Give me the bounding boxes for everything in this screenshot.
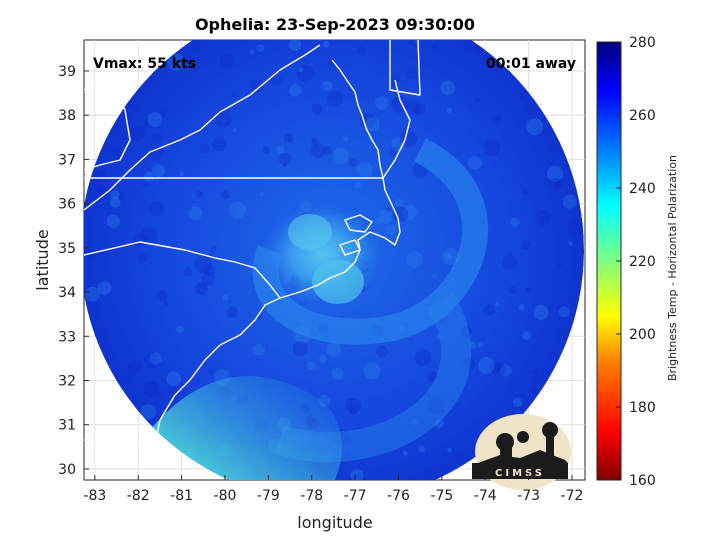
y-axis-label: latitude — [33, 229, 52, 290]
y-tick-label: 36 — [58, 197, 76, 213]
colorbar-label: Brightness Temp - Horizontal Polarizatio… — [666, 155, 679, 381]
colorbar-tick-label: 260 — [629, 108, 656, 124]
x-tick-label: -73 — [517, 488, 540, 504]
x-tick-label: -81 — [170, 488, 193, 504]
map-title: Ophelia: 23-Sep-2023 09:30:00 — [195, 15, 475, 34]
x-tick-label: -83 — [83, 488, 106, 504]
y-tick-label: 37 — [58, 152, 76, 168]
cimss-logo: CIMSS — [472, 414, 571, 490]
colorbar-tick-label: 240 — [629, 181, 656, 197]
x-tick-label: -76 — [387, 488, 410, 504]
coastlines — [84, 40, 421, 446]
x-axis-label: longitude — [297, 513, 372, 532]
warm-band — [140, 376, 342, 480]
colorbar-tick-label: 160 — [629, 473, 656, 489]
y-tick-label: 31 — [58, 418, 76, 434]
x-tick-label: -79 — [257, 488, 280, 504]
x-tick-label: -78 — [300, 488, 323, 504]
y-tick-label: 35 — [58, 241, 76, 257]
y-tick-label: 39 — [58, 64, 76, 80]
x-axis: -83 -82 -81 -80 -79 -78 -77 -76 -75 -74 -73 -72 — [83, 475, 583, 504]
colorbar-tick-label: 200 — [629, 327, 656, 343]
logo-text: CIMSS — [495, 468, 545, 479]
time-away-label: 00:01 away — [486, 56, 576, 72]
y-tick-label: 34 — [58, 285, 76, 301]
y-tick-label: 38 — [58, 108, 76, 124]
vmax-label: Vmax: 55 kts — [93, 56, 196, 72]
x-tick-label: -80 — [214, 488, 237, 504]
colorbar-ticks: 160 180 200 220 240 260 280 — [616, 35, 656, 489]
y-tick-label: 33 — [58, 329, 76, 345]
x-tick-label: -75 — [430, 488, 453, 504]
x-tick-label: -74 — [474, 488, 497, 504]
colorbar-tick-label: 180 — [629, 400, 656, 416]
colorbar-tick-label: 220 — [629, 254, 656, 270]
x-tick-label: -72 — [561, 488, 584, 504]
y-axis: 30 31 32 33 34 35 36 37 38 39 — [58, 64, 89, 478]
y-tick-label: 30 — [58, 462, 76, 478]
colorbar-tick-label: 280 — [629, 35, 656, 51]
x-tick-label: -77 — [344, 488, 367, 504]
y-tick-label: 32 — [58, 374, 76, 390]
x-tick-label: -82 — [127, 488, 150, 504]
